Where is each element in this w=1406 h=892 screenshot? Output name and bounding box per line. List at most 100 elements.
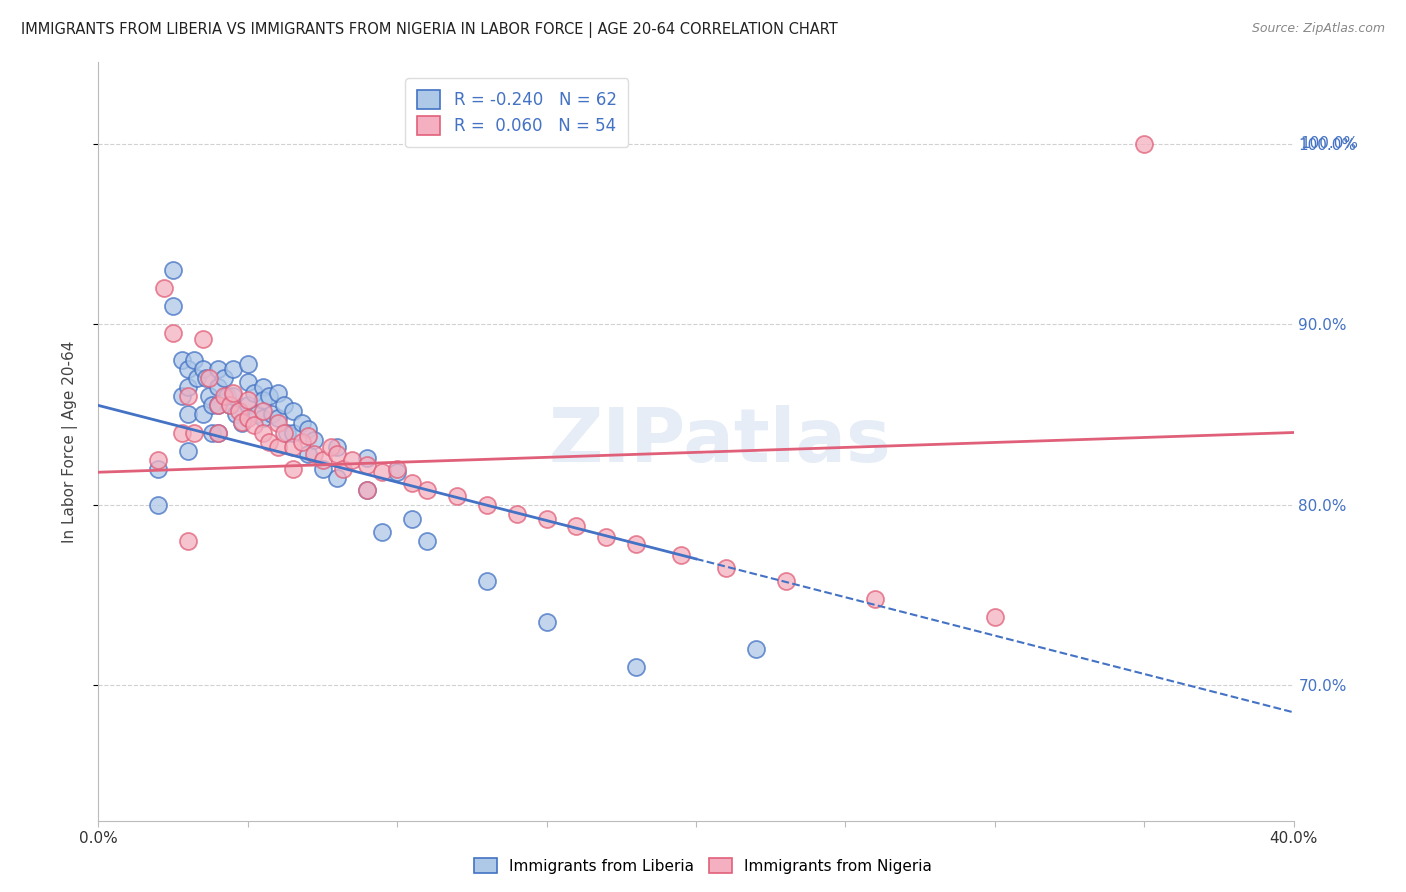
Point xyxy=(302,433,325,447)
Point xyxy=(219,399,242,413)
Point xyxy=(148,452,170,467)
Point xyxy=(401,476,423,491)
Point xyxy=(177,533,200,548)
Point xyxy=(401,512,423,526)
Point xyxy=(371,465,394,479)
Point xyxy=(356,483,378,498)
Point xyxy=(536,512,558,526)
Point xyxy=(207,380,229,394)
Point xyxy=(148,498,170,512)
Point xyxy=(297,447,319,461)
Point xyxy=(385,465,409,479)
Point xyxy=(222,362,245,376)
Point xyxy=(225,408,247,422)
Point xyxy=(148,461,170,475)
Point xyxy=(195,371,218,385)
Point xyxy=(201,399,224,413)
Point xyxy=(356,483,378,498)
Point xyxy=(291,434,314,449)
Point xyxy=(243,418,266,433)
Point xyxy=(267,440,290,454)
Point xyxy=(385,461,409,475)
Point xyxy=(246,408,269,422)
Point xyxy=(207,399,229,413)
Point xyxy=(506,507,529,521)
Point xyxy=(177,362,200,376)
Point xyxy=(291,417,314,431)
Point xyxy=(252,392,274,407)
Point xyxy=(475,574,498,588)
Text: 100.0%: 100.0% xyxy=(1301,136,1358,151)
Point xyxy=(267,411,290,425)
Point xyxy=(273,425,295,440)
Point xyxy=(222,385,245,400)
Point xyxy=(207,425,229,440)
Point xyxy=(236,411,259,425)
Point xyxy=(231,415,253,429)
Point xyxy=(162,263,184,277)
Point xyxy=(207,399,229,413)
Point xyxy=(191,332,214,346)
Text: IMMIGRANTS FROM LIBERIA VS IMMIGRANTS FROM NIGERIA IN LABOR FORCE | AGE 20-64 CO: IMMIGRANTS FROM LIBERIA VS IMMIGRANTS FR… xyxy=(21,22,838,38)
Point xyxy=(231,417,253,431)
Point xyxy=(228,404,250,418)
Point xyxy=(356,450,378,465)
Point xyxy=(236,375,259,389)
Point xyxy=(236,357,259,371)
Point xyxy=(207,425,229,440)
Text: Source: ZipAtlas.com: Source: ZipAtlas.com xyxy=(1251,22,1385,36)
Point xyxy=(281,461,304,475)
Point xyxy=(536,615,558,629)
Point xyxy=(219,399,242,413)
Point xyxy=(669,548,692,563)
Point xyxy=(153,281,176,295)
Point xyxy=(172,389,194,403)
Point xyxy=(321,440,343,454)
Text: ZIPatlas: ZIPatlas xyxy=(548,405,891,478)
Point xyxy=(626,537,648,551)
Point xyxy=(201,425,224,440)
Point xyxy=(356,458,378,472)
Point xyxy=(177,443,200,458)
Point xyxy=(326,470,349,484)
Point xyxy=(342,452,364,467)
Point xyxy=(198,389,221,403)
Point xyxy=(183,353,205,368)
Point xyxy=(326,447,349,461)
Point xyxy=(984,609,1007,624)
Point xyxy=(416,483,439,498)
Point xyxy=(177,408,200,422)
Point xyxy=(186,371,208,385)
Point xyxy=(267,417,290,431)
Point xyxy=(191,408,214,422)
Point xyxy=(371,524,394,539)
Point xyxy=(281,425,304,440)
Point xyxy=(222,389,245,403)
Point xyxy=(215,389,238,403)
Point xyxy=(595,530,617,544)
Point xyxy=(775,574,797,588)
Point xyxy=(626,660,648,674)
Point xyxy=(212,389,235,403)
Point xyxy=(252,380,274,394)
Point xyxy=(446,489,468,503)
Point xyxy=(714,561,737,575)
Point xyxy=(311,461,333,475)
Point xyxy=(281,404,304,418)
Point xyxy=(252,425,274,440)
Point xyxy=(183,425,205,440)
Point xyxy=(475,498,498,512)
Point xyxy=(162,299,184,313)
Point xyxy=(236,399,259,413)
Point xyxy=(311,452,333,467)
Point xyxy=(332,461,354,475)
Point xyxy=(745,642,768,657)
Point xyxy=(281,440,304,454)
Point xyxy=(252,404,274,418)
Point xyxy=(162,326,184,341)
Point xyxy=(257,434,280,449)
Point xyxy=(416,533,439,548)
Point xyxy=(565,519,588,533)
Legend: Immigrants from Liberia, Immigrants from Nigeria: Immigrants from Liberia, Immigrants from… xyxy=(468,852,938,880)
Point xyxy=(257,389,280,403)
